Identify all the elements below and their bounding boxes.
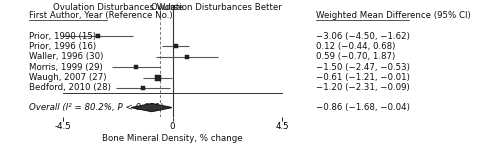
Text: Morris, 1999 (29): Morris, 1999 (29): [29, 63, 102, 72]
Text: Weighted Mean Difference (95% CI): Weighted Mean Difference (95% CI): [316, 11, 471, 20]
Text: Waugh, 2007 (27): Waugh, 2007 (27): [29, 73, 106, 82]
Text: Ovulation Disturbances Worse: Ovulation Disturbances Worse: [52, 3, 183, 12]
Text: −0.61 (−1.21, −0.01): −0.61 (−1.21, −0.01): [316, 73, 410, 82]
X-axis label: Bone Mineral Density, % change: Bone Mineral Density, % change: [102, 134, 243, 143]
Text: 0.59 (−0.70, 1.87): 0.59 (−0.70, 1.87): [316, 52, 396, 61]
Text: Prior, 1990 (15): Prior, 1990 (15): [29, 32, 96, 41]
Text: −3.06 (−4.50, −1.62): −3.06 (−4.50, −1.62): [316, 32, 410, 41]
Text: Prior, 1996 (16): Prior, 1996 (16): [29, 42, 96, 51]
Text: 0.12 (−0.44, 0.68): 0.12 (−0.44, 0.68): [316, 42, 396, 51]
Text: −1.50 (−2.47, −0.53): −1.50 (−2.47, −0.53): [316, 63, 410, 72]
Polygon shape: [132, 104, 172, 112]
Text: −0.86 (−1.68, −0.04): −0.86 (−1.68, −0.04): [316, 103, 410, 112]
Text: Ovulation Disturbances Better: Ovulation Disturbances Better: [151, 3, 282, 12]
Text: Overall (I² = 80.2%, P < 0.001): Overall (I² = 80.2%, P < 0.001): [29, 103, 164, 112]
Text: −1.20 (−2.31, −0.09): −1.20 (−2.31, −0.09): [316, 83, 410, 92]
Text: Waller, 1996 (30): Waller, 1996 (30): [29, 52, 104, 61]
Text: Bedford, 2010 (28): Bedford, 2010 (28): [29, 83, 111, 92]
Text: First Author, Year (Reference No.): First Author, Year (Reference No.): [29, 11, 172, 20]
